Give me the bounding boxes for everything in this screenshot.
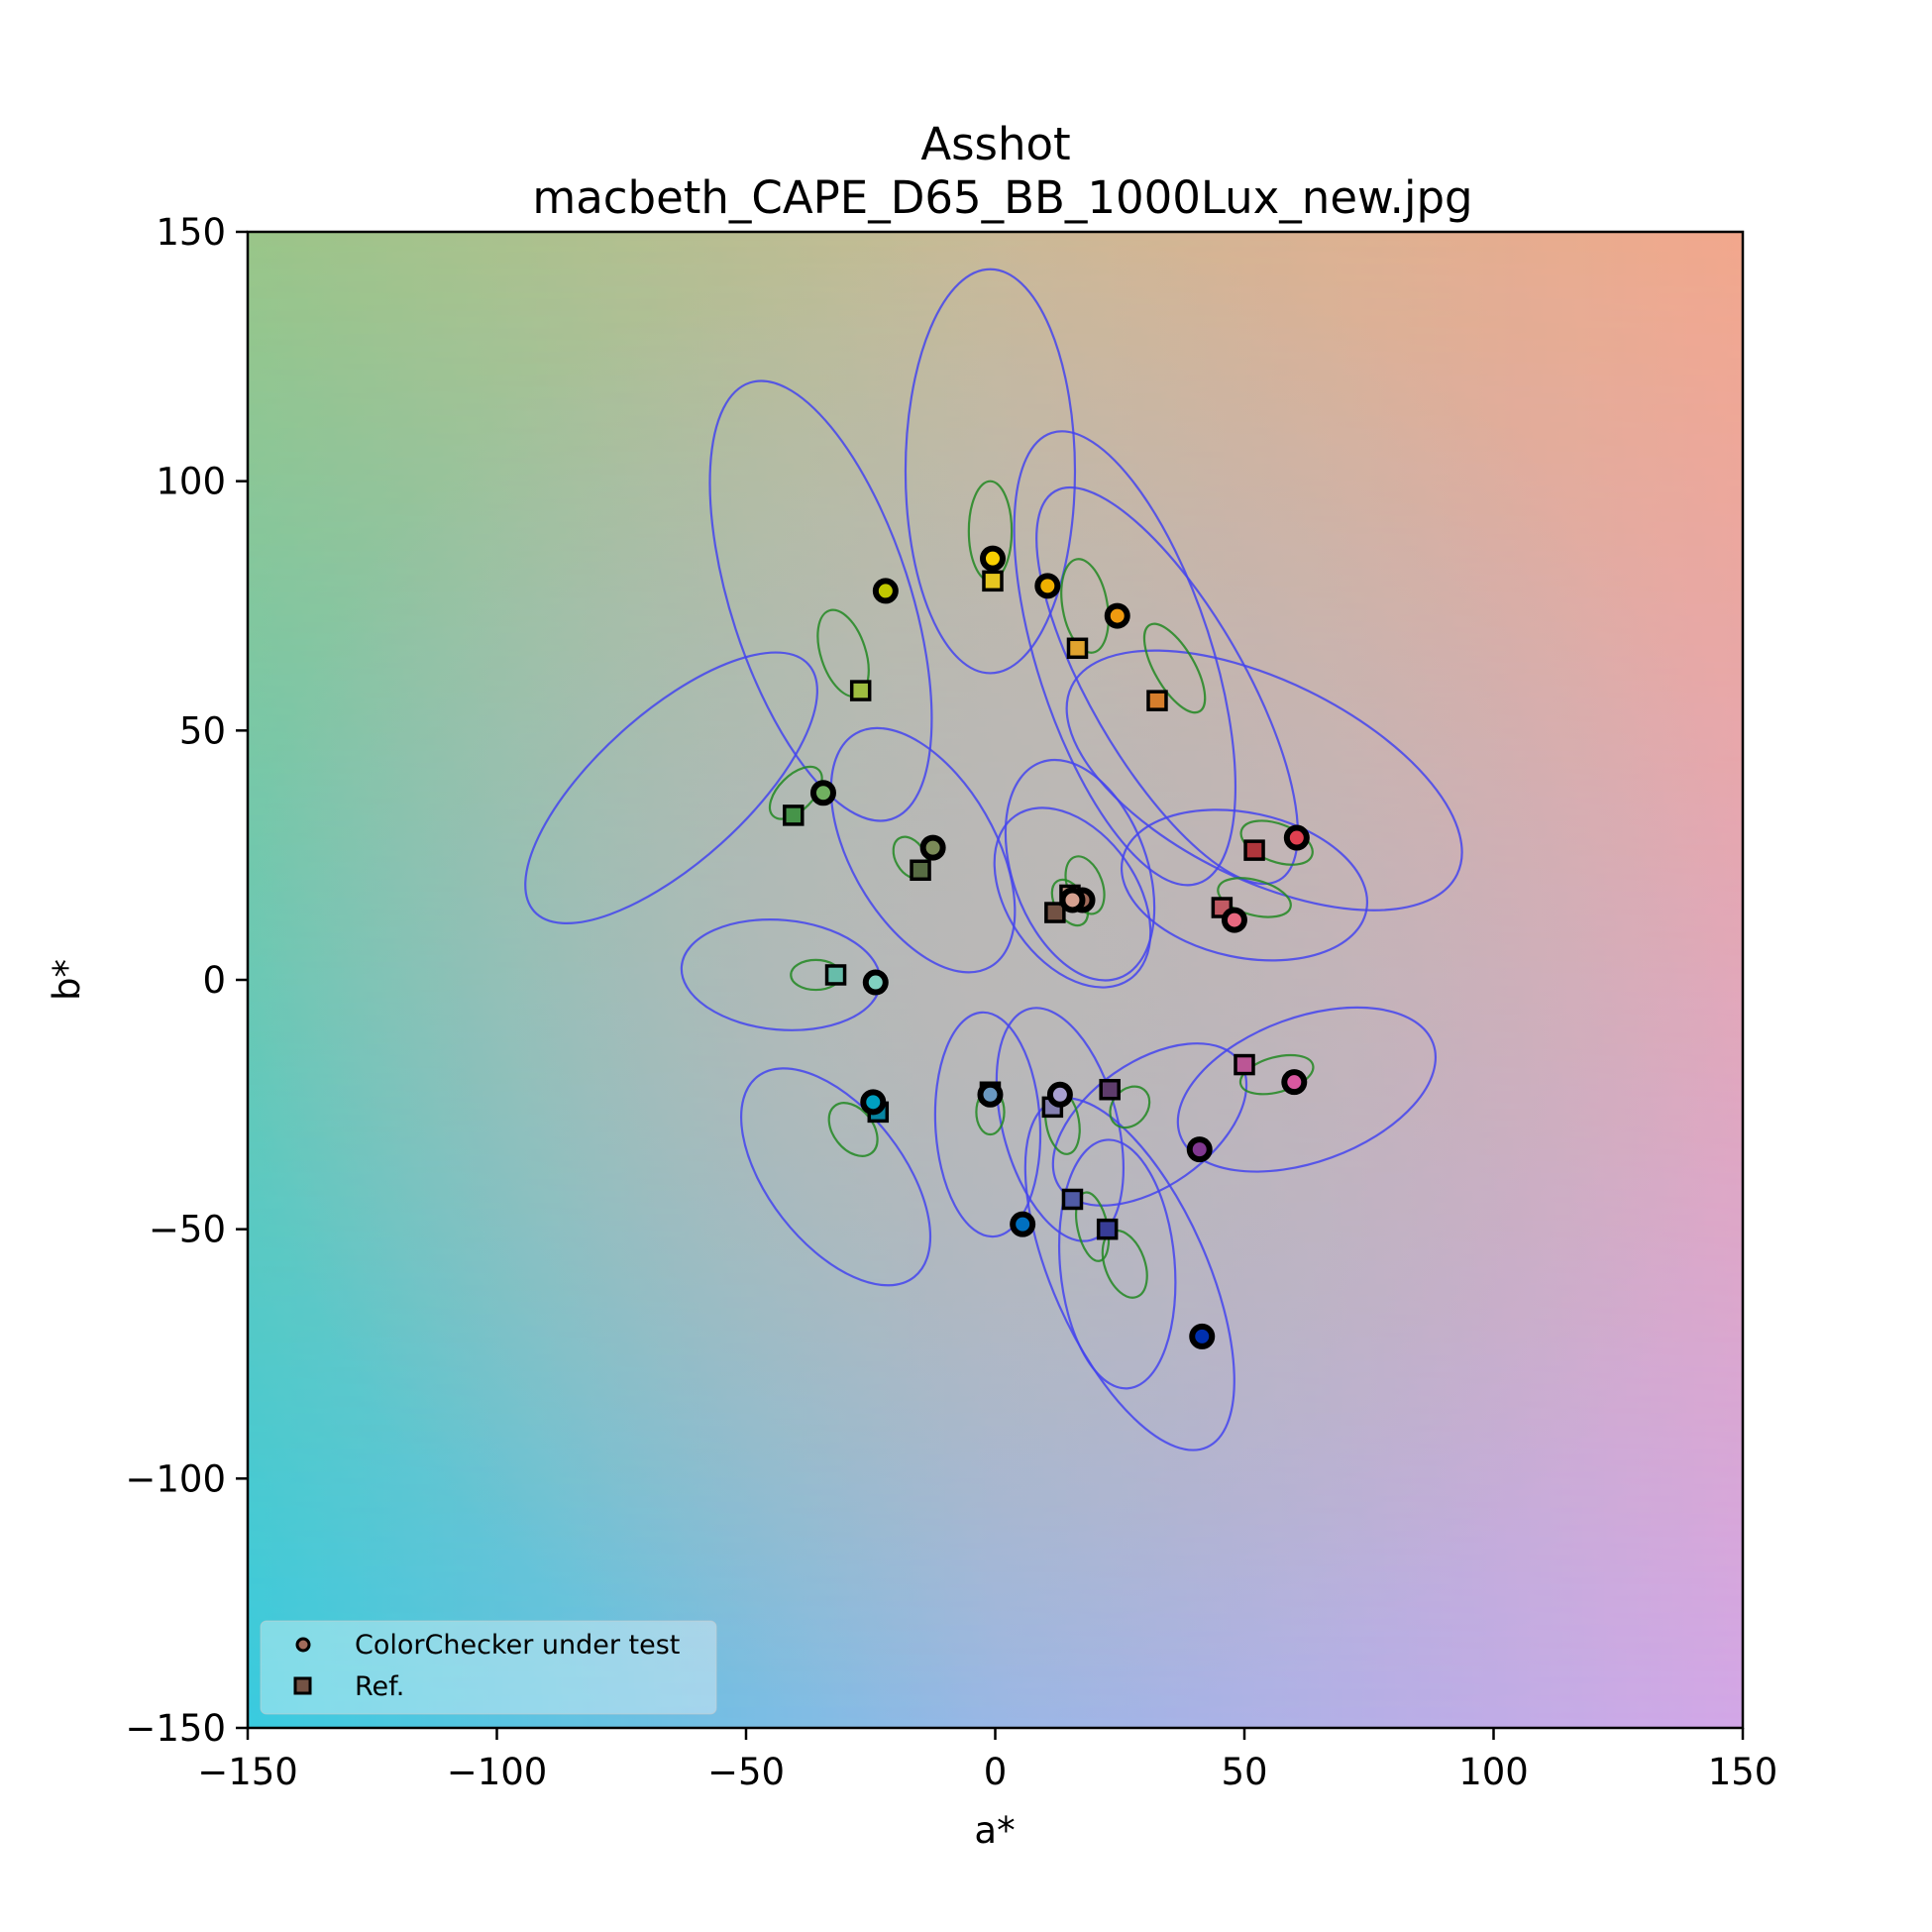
test-markers [809, 545, 1310, 1349]
ref-square-marker [783, 805, 805, 826]
x-tick-label: −100 [447, 1751, 548, 1793]
test-circle-marker [862, 969, 889, 996]
x-tick-label: 100 [1458, 1751, 1529, 1793]
test-circle-marker [977, 1081, 1004, 1108]
tolerance-ellipse [993, 806, 1152, 989]
x-tick-label: 0 [984, 1751, 1008, 1793]
tolerance-ellipse [1035, 485, 1299, 886]
ref-square-marker [1099, 1078, 1121, 1101]
y-tick-label: −100 [125, 1457, 226, 1500]
ref-square-marker [1234, 1053, 1255, 1076]
test-circle-marker [1010, 1211, 1036, 1237]
y-tick-label: 0 [202, 959, 226, 1002]
legend: ColorChecker under test Ref. [260, 1620, 717, 1715]
tolerance-ellipse [1239, 819, 1314, 866]
ref-square-marker [1243, 839, 1265, 861]
tolerance-ellipse [1013, 430, 1237, 887]
legend-label-ref: Ref. [355, 1671, 404, 1702]
tolerance-ellipse [1217, 877, 1292, 918]
ref-square-marker [1146, 690, 1168, 711]
tolerance-ellipse [740, 1067, 932, 1287]
ref-square-marker [1066, 637, 1089, 660]
tolerance-ellipse [1142, 622, 1207, 714]
ref-square-marker [1044, 902, 1066, 923]
tolerance-ellipse [829, 726, 1017, 974]
y-tick-label: −150 [125, 1707, 226, 1750]
tolerance-ellipse [904, 268, 1077, 675]
tolerance-ellipse [1238, 1053, 1315, 1096]
y-tick-label: 100 [156, 461, 226, 503]
test-circle-marker [1186, 1136, 1213, 1163]
ref-square-marker [1061, 1188, 1084, 1211]
test-circle-marker [1104, 602, 1130, 629]
x-axis-ticks: −150 −100 −50 0 50 100 150 [197, 1728, 1777, 1793]
ref-square-marker [982, 570, 1004, 592]
test-circle-marker [1046, 1081, 1073, 1108]
chart-subtitle: macbeth_CAPE_D65_BB_1000Lux_new.jpg [532, 171, 1472, 224]
test-circle-marker [860, 1089, 887, 1116]
tolerance-ellipse [1060, 558, 1110, 654]
test-circle-marker [809, 780, 836, 806]
x-tick-label: 50 [1221, 1751, 1267, 1793]
test-circle-marker [919, 834, 946, 861]
tolerance-ellipse [1057, 1138, 1177, 1390]
test-circle-marker [1189, 1323, 1216, 1349]
ref-square-marker [910, 859, 931, 882]
test-circle-marker [979, 545, 1006, 572]
test-circle-marker [1034, 573, 1061, 599]
legend-square-marker-icon [293, 1676, 312, 1695]
ref-square-marker [1096, 1218, 1119, 1240]
plot-background [242, 227, 1748, 1733]
test-circle-marker [1221, 907, 1247, 933]
tolerance-ellipse [933, 1011, 1042, 1238]
tolerance-ellipse [1004, 758, 1156, 982]
tolerance-ellipse [708, 379, 933, 822]
test-circle-marker [1281, 1069, 1308, 1096]
x-tick-label: 150 [1708, 1751, 1778, 1793]
tolerance-ellipse [1176, 1006, 1438, 1173]
chart-title: Asshot [920, 118, 1070, 170]
tolerance-ellipse [995, 1007, 1126, 1242]
test-circle-marker [1059, 887, 1086, 913]
tolerance-ellipse [524, 651, 818, 924]
legend-label-test: ColorChecker under test [355, 1630, 680, 1661]
blue-ellipses [524, 268, 1463, 1451]
ref-square-marker [849, 680, 872, 701]
x-tick-label: −50 [707, 1751, 785, 1793]
test-circle-marker [1283, 824, 1310, 851]
y-tick-label: 50 [179, 709, 226, 752]
test-circle-marker [872, 578, 899, 604]
ref-square-marker [824, 964, 847, 986]
tolerance-ellipse [1065, 649, 1463, 912]
x-tick-label: −150 [197, 1751, 298, 1793]
y-tick-label: 150 [156, 211, 226, 254]
y-axis-ticks: 150 100 50 0 −50 −100 −150 [125, 211, 248, 1750]
y-tick-label: −50 [149, 1209, 226, 1251]
x-axis-label: a* [974, 1809, 1015, 1852]
tolerance-ellipse [768, 765, 823, 820]
legend-circle-marker-icon [295, 1637, 311, 1653]
y-axis-label: b* [46, 959, 88, 1001]
